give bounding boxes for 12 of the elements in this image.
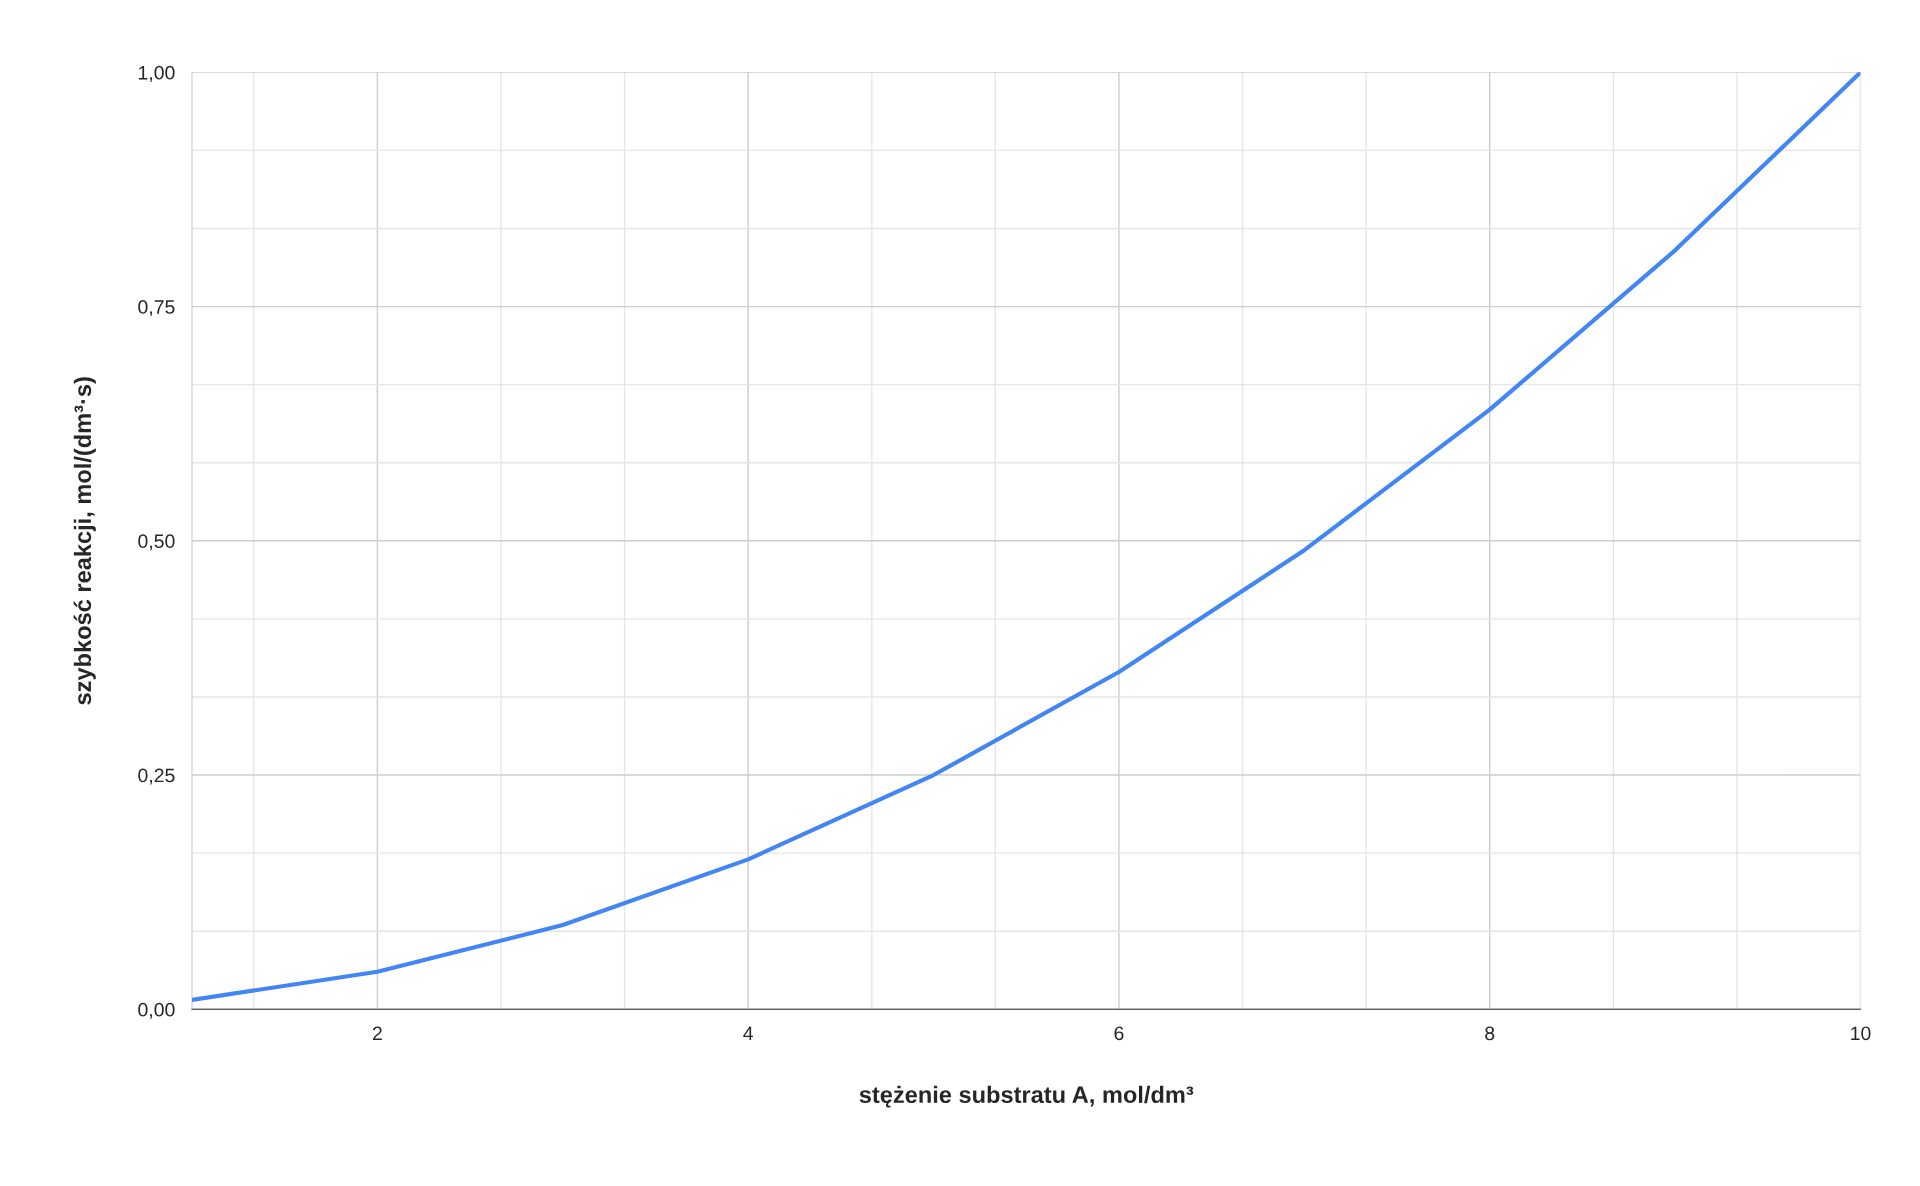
x-tick-label: 2 — [372, 1026, 382, 1041]
y-tick-label: 0,75 — [138, 300, 175, 317]
y-tick-label: 1,00 — [138, 65, 175, 82]
y-tick-label: 0,00 — [138, 1002, 175, 1019]
x-tick-label: 10 — [1851, 1026, 1871, 1041]
y-axis-title: szybkość reakcji, mol/(dm³·s) — [73, 377, 96, 705]
y-tick-label: 0,50 — [138, 534, 175, 551]
x-tick-label: 4 — [743, 1026, 753, 1041]
y-tick-label: 0,25 — [138, 768, 175, 785]
x-axis-title: stężenie substratu A, mol/dm³ — [859, 1085, 1194, 1108]
x-tick-label: 6 — [1114, 1026, 1124, 1041]
x-tick-label: 8 — [1485, 1026, 1495, 1041]
